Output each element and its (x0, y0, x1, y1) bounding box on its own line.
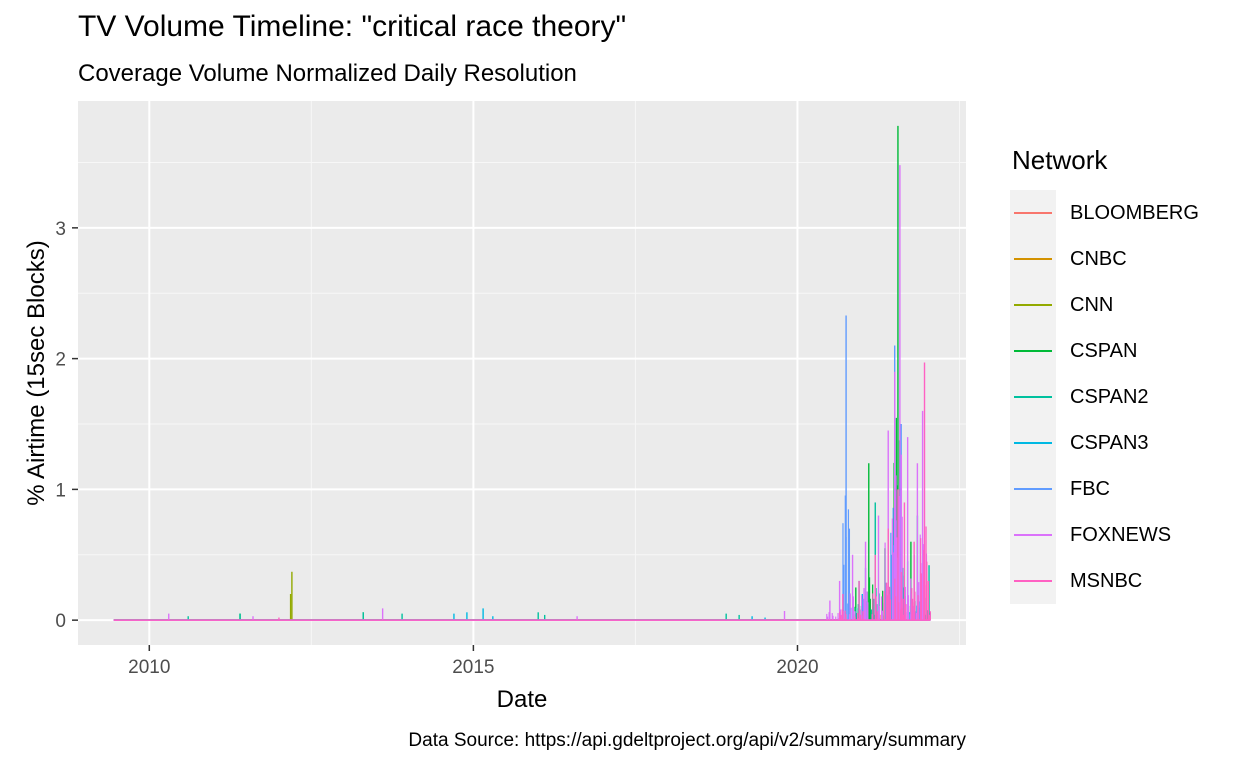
y-tick-label: 1 (55, 480, 66, 501)
legend-item: FBC (1010, 466, 1230, 512)
legend-swatch (1014, 350, 1052, 352)
legend-item: FOXNEWS (1010, 512, 1230, 558)
legend-swatch (1014, 534, 1052, 536)
chart-title: TV Volume Timeline: "critical race theor… (78, 10, 627, 43)
legend-swatch (1014, 580, 1052, 582)
legend-swatch (1014, 488, 1052, 490)
legend-key (1010, 558, 1056, 604)
legend-label: CNN (1070, 293, 1114, 316)
y-tick-label: 3 (55, 219, 66, 240)
legend-key (1010, 282, 1056, 328)
x-tick-label: 2020 (776, 657, 818, 678)
chart-subtitle: Coverage Volume Normalized Daily Resolut… (78, 60, 577, 87)
legend-swatch (1014, 304, 1052, 306)
legend-item: CSPAN (1010, 328, 1230, 374)
legend-label: MSNBC (1070, 569, 1143, 592)
legend-label: FBC (1070, 477, 1110, 500)
legend-label: CSPAN3 (1070, 431, 1149, 454)
legend-swatch (1014, 396, 1052, 398)
legend-item: MSNBC (1010, 558, 1230, 604)
plot-panel (78, 101, 966, 645)
legend-key (1010, 466, 1056, 512)
legend-title: Network (1012, 145, 1108, 175)
legend-keys: BLOOMBERG CNBC CNN CSPAN CSPAN2 CSPAN3 FBC FOXN… (1010, 190, 1230, 604)
legend-key (1010, 328, 1056, 374)
legend-item: CSPAN2 (1010, 374, 1230, 420)
x-tick-label: 2015 (452, 657, 494, 678)
legend-key (1010, 420, 1056, 466)
legend-label: CSPAN2 (1070, 385, 1149, 408)
legend-key (1010, 374, 1056, 420)
y-tick-label: 2 (55, 350, 66, 371)
legend-label: FOXNEWS (1070, 523, 1172, 546)
legend-label: CSPAN (1070, 339, 1138, 362)
y-tick-label: 0 (55, 611, 66, 632)
legend-swatch (1014, 258, 1052, 260)
legend-key (1010, 512, 1056, 558)
data-source-caption: Data Source: https://api.gdeltproject.or… (408, 730, 966, 751)
legend-swatch (1014, 442, 1052, 444)
x-tick-label: 2010 (128, 657, 170, 678)
legend-label: BLOOMBERG (1070, 201, 1199, 224)
legend-item: BLOOMBERG (1010, 190, 1230, 236)
legend-item: CSPAN3 (1010, 420, 1230, 466)
legend: Network BLOOMBERG CNBC CNN CSPAN CSPAN2 CSPAN… (1010, 145, 1230, 604)
legend-item: CNN (1010, 282, 1230, 328)
legend-key (1010, 236, 1056, 282)
x-axis-title: Date (497, 686, 548, 713)
legend-swatch (1014, 212, 1052, 214)
legend-key (1010, 190, 1056, 236)
y-axis-title: % Airtime (15sec Blocks) (23, 240, 50, 505)
legend-item: CNBC (1010, 236, 1230, 282)
series-msnbc (113, 362, 931, 621)
legend-label: CNBC (1070, 247, 1127, 270)
